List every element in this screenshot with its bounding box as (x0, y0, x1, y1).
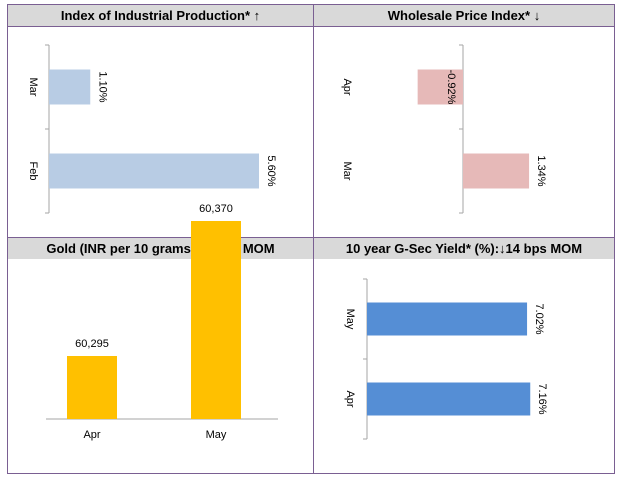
bar (367, 382, 531, 416)
bar (463, 153, 530, 189)
value-label: 7.16% (536, 383, 548, 414)
value-label: 1.10% (96, 71, 108, 102)
value-label: 7.02% (533, 303, 545, 334)
category-label-apr: Apr (341, 78, 353, 95)
wpi-panel-title: Wholesale Price Index* ↓ (314, 5, 614, 26)
header-divider-top (8, 26, 614, 27)
category-label-mar: Mar (341, 162, 353, 181)
bar (67, 356, 117, 419)
bar (417, 69, 463, 105)
gold-panel-title: Gold (INR per 10 grams): ↑0.1% MOM (8, 238, 313, 259)
bar (49, 153, 259, 189)
bar (191, 221, 241, 419)
row-divider (8, 237, 614, 238)
vertical-divider (313, 5, 314, 473)
bar (367, 302, 528, 336)
iip-panel-title: Index of Industrial Production* ↑ (8, 5, 313, 26)
category-label-may: May (344, 309, 356, 330)
value-label: 1.34% (535, 155, 547, 186)
bar (49, 69, 91, 105)
value-label: -0.92% (445, 70, 457, 105)
category-label-mar: Mar (27, 78, 39, 97)
category-label-apr: Apr (344, 390, 356, 407)
value-label: 60,295 (75, 338, 109, 350)
category-label-apr: Apr (83, 429, 100, 441)
iip-chart: Mar 1.10% Feb 5.60% (27, 44, 277, 214)
wpi-chart: Apr -0.92% Mar 1.34% (341, 44, 547, 214)
category-label-may: May (206, 429, 227, 441)
gold-chart: 60,295 Apr 60,370 May (46, 203, 278, 441)
dashboard-grid: Index of Industrial Production* ↑ Wholes… (7, 4, 615, 474)
category-label-feb: Feb (27, 162, 39, 181)
gsec-chart: May 7.02% Apr 7.16% (344, 278, 548, 440)
value-label: 5.60% (265, 155, 277, 186)
value-label: 60,370 (199, 203, 233, 215)
gsec-panel-title: 10 year G-Sec Yield* (%):↓14 bps MOM (314, 238, 614, 259)
